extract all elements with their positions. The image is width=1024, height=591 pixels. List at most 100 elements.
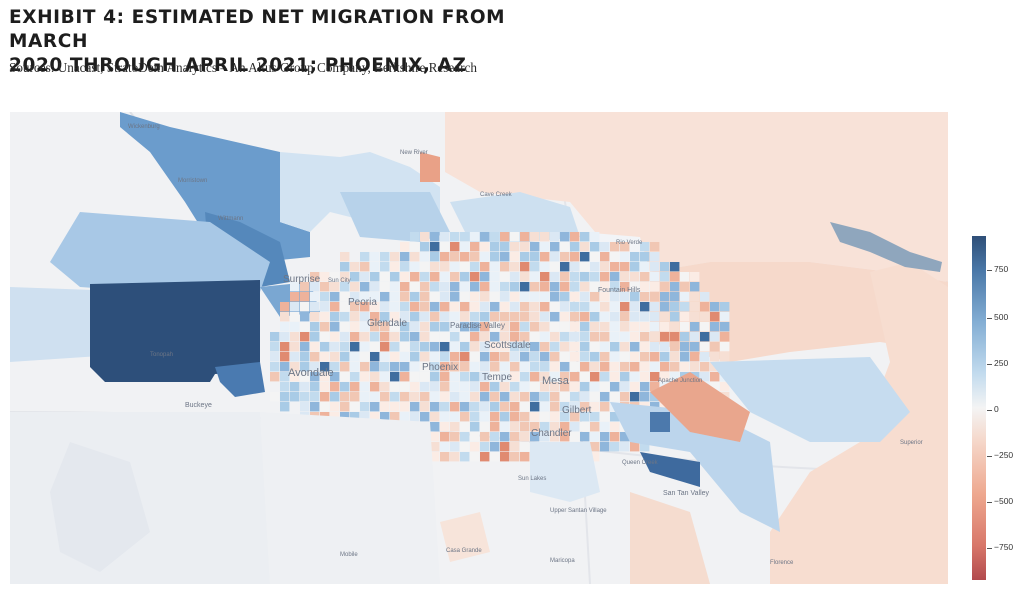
census-tract (570, 402, 580, 412)
census-tract (640, 342, 650, 352)
census-tract (490, 412, 500, 422)
census-tract (520, 352, 530, 362)
legend-label-250: 250 (994, 358, 1009, 368)
census-tract (420, 332, 430, 342)
legend-tick (987, 270, 992, 271)
census-tract (490, 392, 500, 402)
census-tract (700, 292, 710, 302)
census-tract (720, 302, 730, 312)
census-tract (520, 312, 530, 322)
census-tract (700, 342, 710, 352)
census-tract (720, 342, 730, 352)
census-tract (520, 332, 530, 342)
census-tract (640, 392, 650, 402)
census-tract (590, 262, 600, 272)
census-tract (490, 312, 500, 322)
census-tract (710, 312, 720, 322)
census-tract (640, 312, 650, 322)
census-tract (620, 342, 630, 352)
census-tract (410, 262, 420, 272)
census-tract (350, 322, 360, 332)
label-buckeye: Buckeye (185, 402, 212, 409)
census-tract (600, 372, 610, 382)
census-tract (390, 272, 400, 282)
census-tract (450, 372, 460, 382)
label-wickenburg: Wickenburg (128, 124, 160, 130)
label-tonopah: Tonopah (150, 352, 173, 358)
census-tract (560, 352, 570, 362)
census-tract (320, 322, 330, 332)
census-tract (680, 312, 690, 322)
census-tract (350, 282, 360, 292)
census-tract (370, 282, 380, 292)
census-tract (520, 362, 530, 372)
census-tract (570, 432, 580, 442)
census-tract (360, 252, 370, 262)
census-tract (580, 272, 590, 282)
census-tract (540, 412, 550, 422)
census-tract (470, 432, 480, 442)
census-tract (520, 372, 530, 382)
census-tract (510, 252, 520, 262)
census-tract (470, 282, 480, 292)
census-tract (600, 342, 610, 352)
census-tract (500, 252, 510, 262)
census-tract (510, 352, 520, 362)
census-tract (690, 272, 700, 282)
census-tract (620, 392, 630, 402)
census-tract (460, 332, 470, 342)
census-tract (580, 252, 590, 262)
census-tract (560, 332, 570, 342)
census-tract (680, 342, 690, 352)
census-tract (630, 322, 640, 332)
census-tract (480, 362, 490, 372)
census-tract (450, 402, 460, 412)
census-tract (320, 272, 330, 282)
census-tract (300, 402, 310, 412)
census-tract (360, 402, 370, 412)
census-tract (670, 322, 680, 332)
census-tract (550, 232, 560, 242)
census-tract (560, 292, 570, 302)
census-tract (560, 282, 570, 292)
census-tract (500, 342, 510, 352)
census-tract (700, 302, 710, 312)
census-tract (470, 372, 480, 382)
census-tract (290, 372, 300, 382)
census-tract (350, 302, 360, 312)
census-tract (350, 272, 360, 282)
census-tract (320, 362, 330, 372)
census-tract (680, 352, 690, 362)
census-tract (330, 272, 340, 282)
census-tract (470, 442, 480, 452)
census-tract (470, 362, 480, 372)
census-tract (700, 322, 710, 332)
census-tract (550, 292, 560, 302)
census-tract (590, 452, 600, 462)
census-tract (430, 312, 440, 322)
census-tract (440, 452, 450, 462)
census-tract (550, 412, 560, 422)
census-tract (480, 412, 490, 422)
label-tempe: Tempe (482, 372, 512, 383)
census-tract (570, 382, 580, 392)
region-negative (770, 262, 948, 582)
census-tract (360, 392, 370, 402)
census-tract (460, 292, 470, 302)
census-tract (530, 422, 540, 432)
census-tract (390, 372, 400, 382)
census-tract (330, 312, 340, 322)
census-tract (440, 322, 450, 332)
census-tract (500, 322, 510, 332)
census-tract (470, 302, 480, 312)
census-tract (580, 332, 590, 342)
census-tract (280, 372, 290, 382)
census-tract (390, 312, 400, 322)
census-tract (540, 362, 550, 372)
census-tract (640, 382, 650, 392)
census-tract (410, 372, 420, 382)
census-tract (300, 382, 310, 392)
census-tract (480, 432, 490, 442)
label-peoria: Peoria (348, 297, 377, 308)
census-tract (710, 332, 720, 342)
